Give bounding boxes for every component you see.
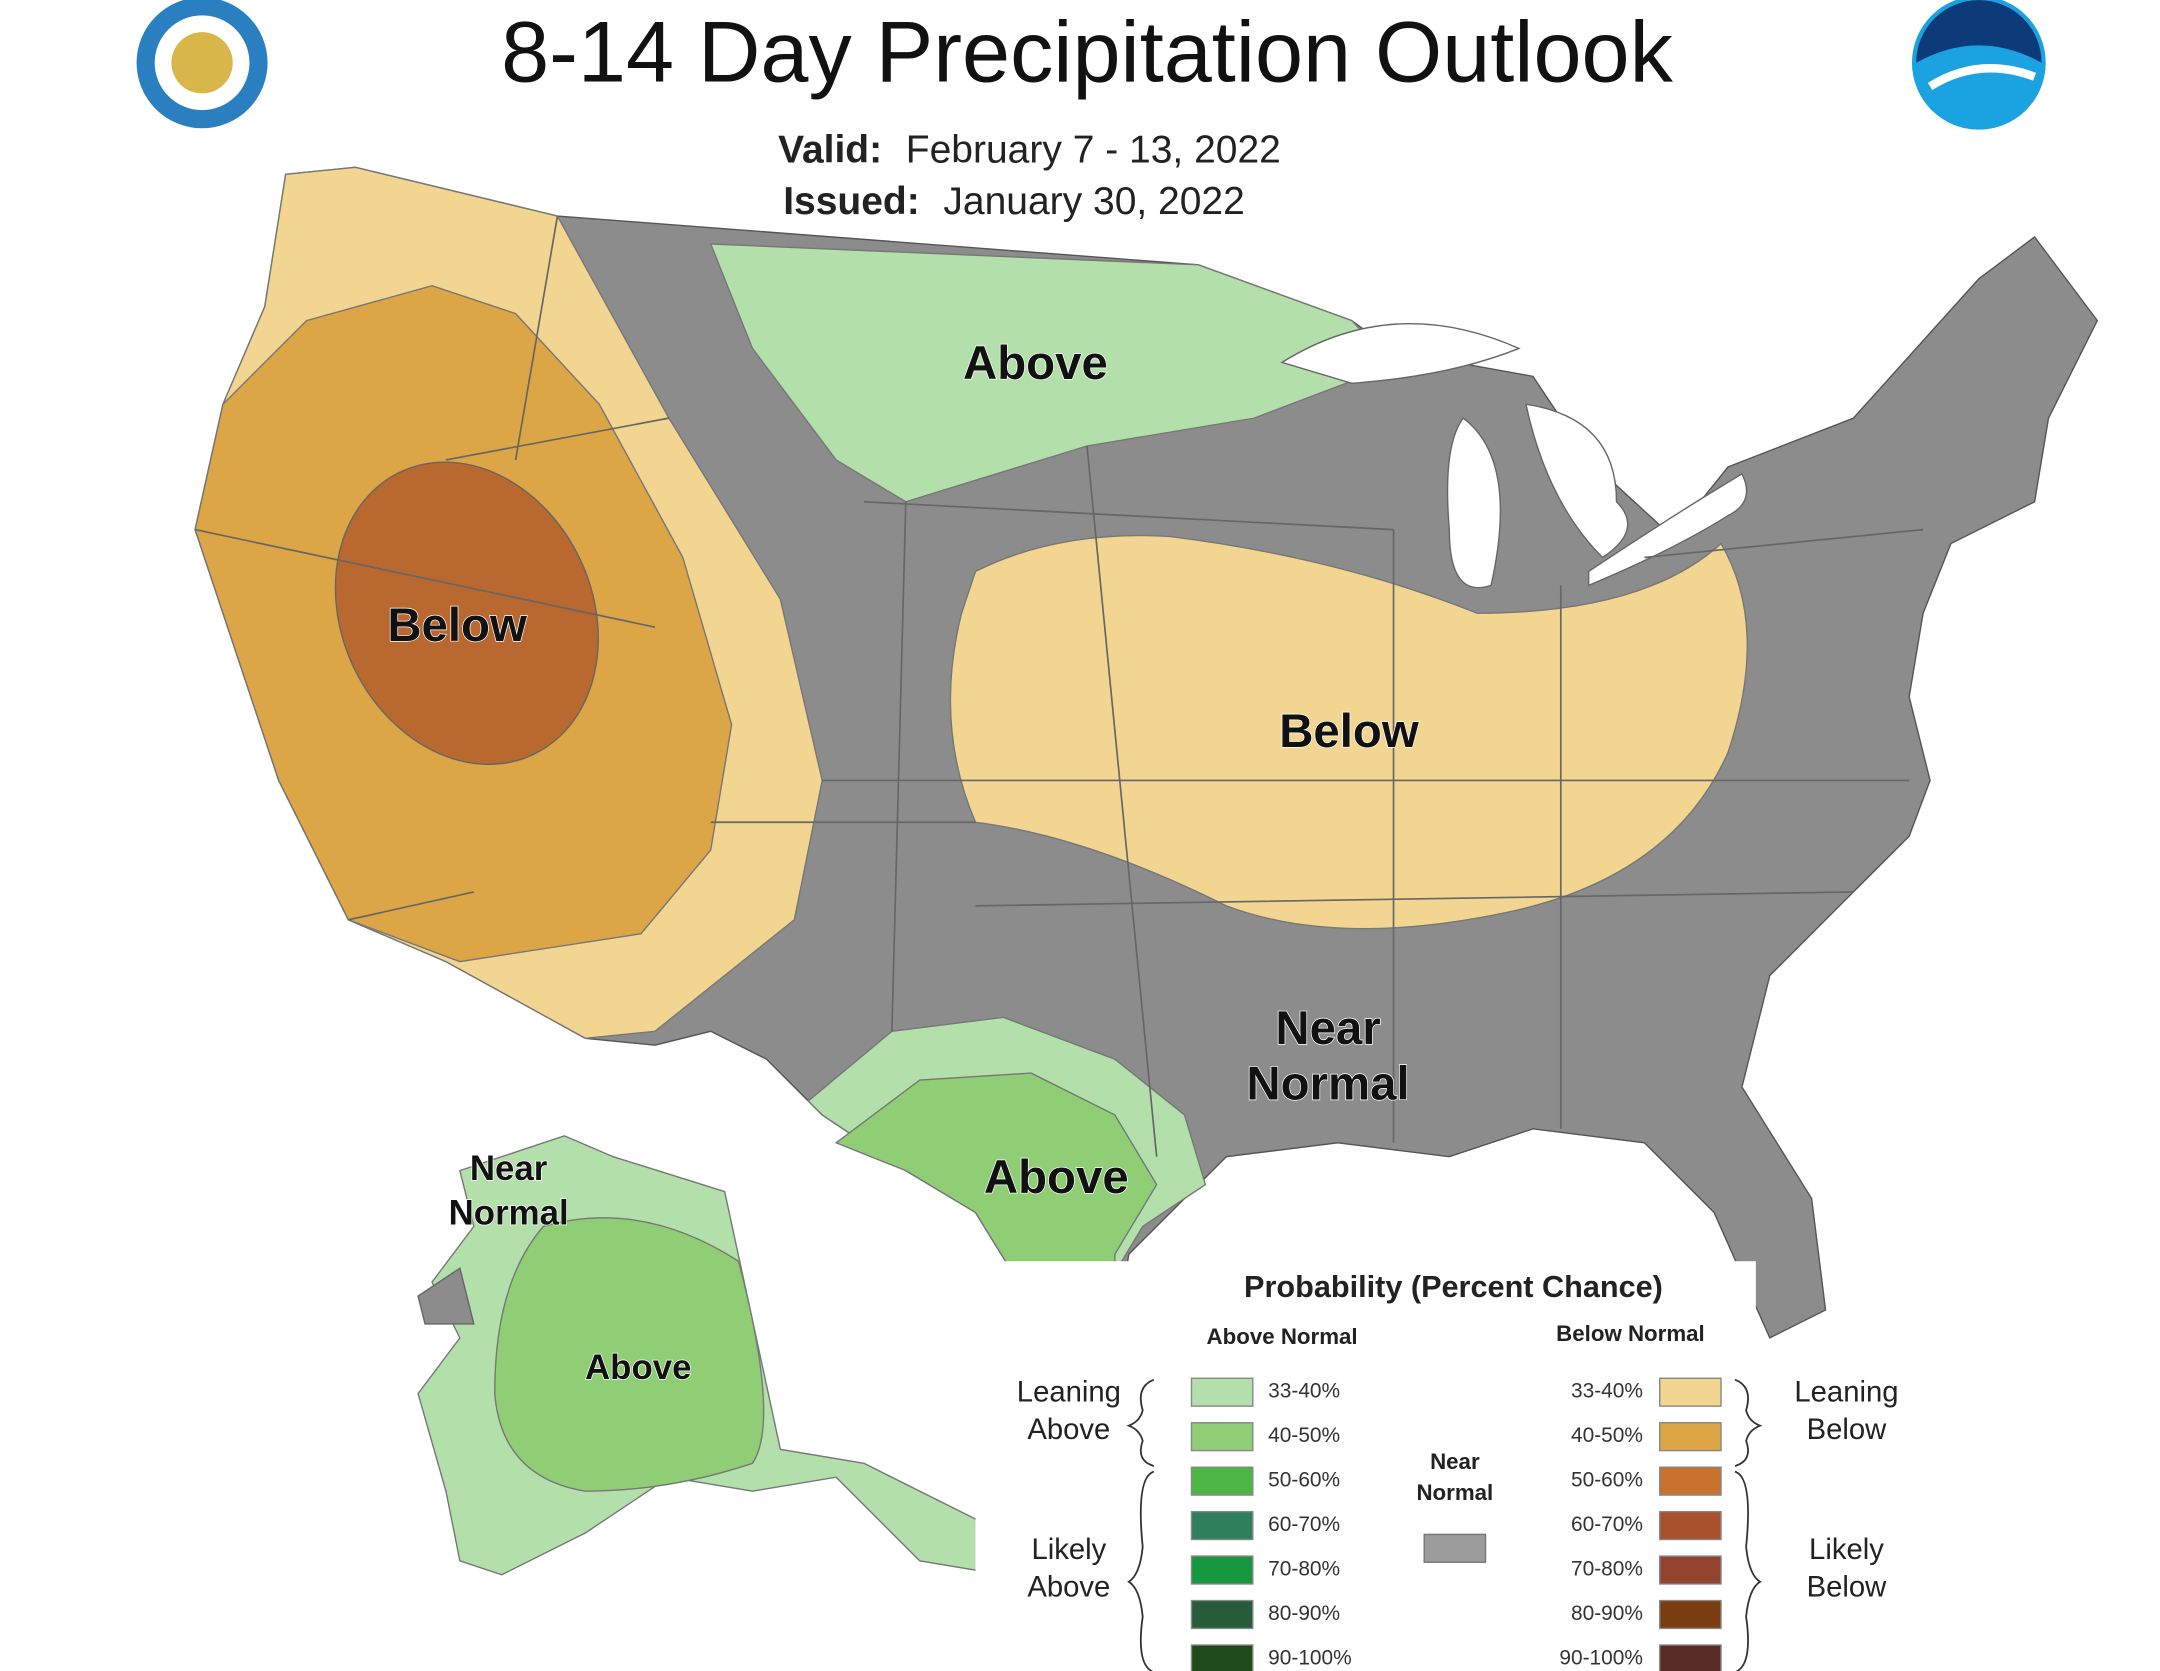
legend-range: 70-80% [1571,1558,1643,1581]
legend-range: 60-70% [1268,1513,1340,1536]
map-label: Normal [449,1193,569,1232]
legend-swatch [1659,1555,1722,1585]
map-label: Normal [1246,1058,1409,1111]
map-label: Below [387,599,527,652]
map-label: Above [585,1348,691,1387]
legend-group: Likely [1809,1534,1884,1566]
legend-swatch [1659,1377,1722,1407]
doc-logo [136,0,268,129]
alaska [417,1135,1005,1576]
legend-swatch [1190,1644,1254,1671]
map-label: Near [470,1149,548,1188]
legend-swatch [1659,1644,1722,1671]
legend-range: 80-90% [1268,1602,1340,1625]
map-label: Above [963,337,1108,390]
legend-swatch [1190,1555,1254,1585]
legend: Probability (Percent Chance) Above Norma… [975,1261,1899,1671]
near-normal-swatch [1423,1533,1487,1563]
legend-range: 70-80% [1268,1558,1340,1581]
map-label: Near [1275,1002,1380,1055]
map-label: Above [984,1151,1129,1204]
legend-range: 33-40% [1571,1380,1643,1403]
legend-group: Leaning [1017,1376,1121,1408]
issued-label: Issued: [783,180,920,223]
legend-background [975,1261,1756,1671]
legend-range: 80-90% [1571,1602,1643,1625]
legend-range: 60-70% [1571,1513,1643,1536]
legend-swatch [1659,1510,1722,1541]
legend-title: Probability (Percent Chance) [1244,1270,1663,1304]
legend-range: 50-60% [1268,1469,1340,1492]
legend-near-normal: Near [1430,1449,1480,1474]
legend-swatch [1190,1377,1254,1407]
legend-range: 33-40% [1268,1380,1340,1403]
legend-group: Above [1027,1414,1110,1446]
legend-group: Below [1807,1571,1888,1603]
legend-group: Leaning [1794,1376,1898,1408]
conus [194,166,2099,1347]
valid-label: Valid: [778,128,882,171]
legend-near-normal: Normal [1416,1480,1493,1505]
noaa-logo [1911,0,2046,130]
legend-header: Below Normal [1556,1321,1705,1346]
legend-brace [1126,1378,1763,1671]
legend-swatch [1659,1466,1722,1496]
legend-swatch [1190,1510,1254,1541]
legend-range: 40-50% [1268,1424,1340,1447]
legend-group: Above [1027,1571,1110,1603]
legend-range: 40-50% [1571,1424,1643,1447]
map-label: Below [1279,705,1419,758]
legend-group: Likely [1031,1534,1106,1566]
legend-range: 50-60% [1571,1469,1643,1492]
legend-swatch [1190,1599,1254,1630]
title: 8-14 Day Precipitation Outlook [501,4,1673,100]
valid-date: February 7 - 13, 2022 [906,128,1281,171]
legend-swatch [1659,1599,1722,1630]
legend-range: 90-100% [1559,1646,1643,1669]
legend-swatch [1190,1422,1254,1452]
legend-header: Above Normal [1207,1324,1358,1349]
legend-swatch [1190,1466,1254,1496]
issued-date: January 30, 2022 [943,180,1244,223]
legend-group: Below [1807,1414,1888,1446]
legend-range: 90-100% [1268,1646,1352,1669]
legend-swatch [1659,1422,1722,1452]
